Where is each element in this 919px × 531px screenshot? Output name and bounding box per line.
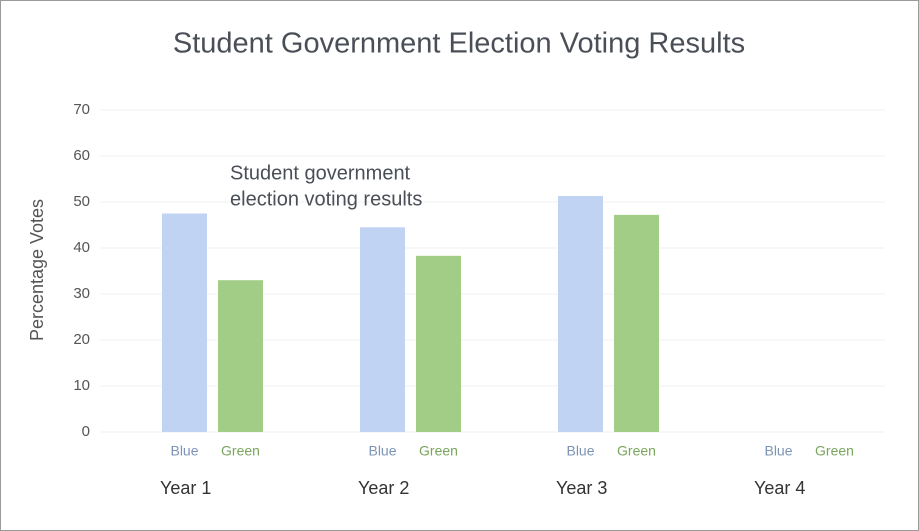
y-tick-label: 70 (73, 101, 90, 118)
series-label: Green (419, 443, 458, 459)
x-tick-label: Year 3 (556, 478, 607, 498)
y-tick-label: 40 (73, 239, 90, 256)
y-axis-label: Percentage Votes (27, 199, 47, 341)
bar (558, 196, 603, 432)
y-tick-label: 10 (73, 377, 90, 394)
series-label: Blue (368, 443, 396, 459)
y-tick-label: 0 (82, 423, 90, 440)
bar (416, 255, 461, 432)
chart-title: Student Government Election Voting Resul… (173, 28, 745, 60)
y-tick-label: 20 (73, 331, 90, 348)
series-label: Green (815, 443, 854, 459)
series-label: Blue (170, 443, 198, 459)
series-label: Green (221, 443, 260, 459)
series-label: Green (617, 443, 656, 459)
series-label: Blue (764, 443, 792, 459)
bar (162, 213, 207, 432)
x-tick-label: Year 1 (160, 478, 211, 498)
series-label: Blue (566, 443, 594, 459)
bar (614, 214, 659, 432)
y-tick-label: 60 (73, 147, 90, 164)
x-tick-label: Year 4 (754, 478, 805, 498)
y-tick-label: 50 (73, 193, 90, 210)
annotation: Student government (230, 162, 411, 184)
annotation: election voting results (230, 188, 422, 210)
bar (218, 280, 263, 432)
bar (360, 227, 405, 432)
x-tick-label: Year 2 (358, 478, 409, 498)
y-tick-label: 30 (73, 285, 90, 302)
